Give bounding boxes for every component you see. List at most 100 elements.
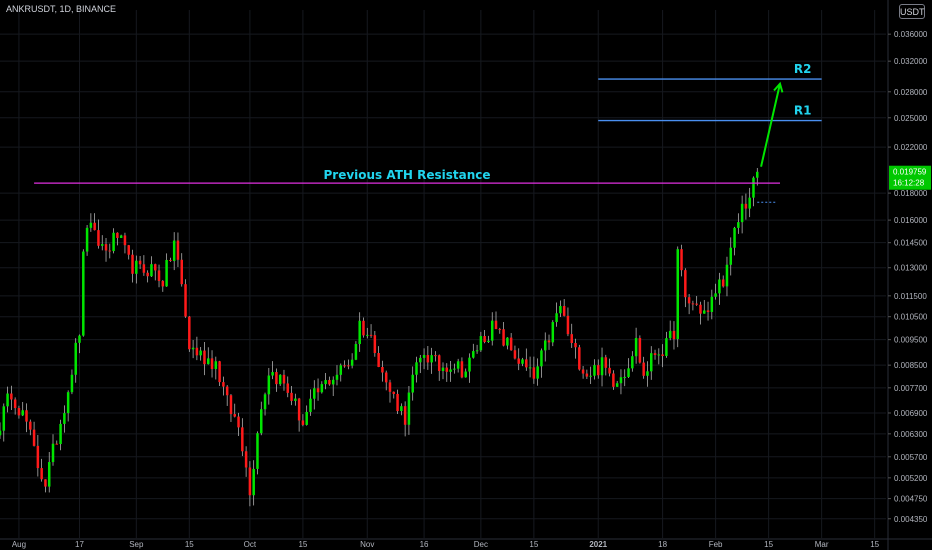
- candle: [127, 244, 130, 260]
- candle: [434, 351, 437, 362]
- candle: [218, 360, 221, 387]
- candle: [487, 335, 490, 343]
- candle: [725, 256, 729, 297]
- candle: [687, 293, 691, 315]
- candle: [275, 368, 278, 392]
- candle: [400, 403, 403, 416]
- candle: [36, 435, 40, 477]
- candle: [248, 461, 252, 507]
- symbol-info: ANKRUSDT, 1D, BINANCE: [6, 4, 117, 14]
- candle: [51, 434, 55, 466]
- candle: [562, 299, 566, 317]
- candle: [195, 336, 199, 361]
- time-tick-label: 2021: [589, 540, 607, 549]
- candle: [422, 348, 426, 370]
- currency-badge[interactable]: USDT: [899, 4, 925, 19]
- candle: [589, 366, 592, 385]
- candle: [29, 419, 32, 436]
- time-tick-label: Oct: [244, 540, 257, 549]
- candle: [468, 353, 471, 383]
- candle: [460, 357, 464, 379]
- candle: [108, 243, 112, 259]
- candle: [366, 327, 369, 339]
- candle: [684, 268, 687, 308]
- candle: [699, 301, 702, 325]
- candle: [222, 376, 225, 396]
- candle: [252, 460, 255, 506]
- price-tick-label: 0.025000: [894, 114, 928, 123]
- ath-resistance-label: Previous ATH Resistance: [323, 168, 490, 182]
- candle: [150, 256, 153, 278]
- candle: [415, 356, 418, 383]
- candle: [453, 363, 456, 374]
- time-axis[interactable]: Aug 17 Sep 15 Oct 15 Nov 16 Dec 15 2021 18 Feb 15 Mar 1…: [0, 538, 932, 549]
- last-price-label: 0.019759 16:12:28: [889, 165, 931, 190]
- candle: [578, 344, 581, 371]
- candle: [116, 232, 119, 246]
- candle: [506, 337, 509, 350]
- candle: [100, 235, 104, 251]
- candle: [706, 301, 710, 321]
- candle: [540, 348, 543, 378]
- candle: [97, 219, 100, 249]
- candle: [729, 237, 733, 276]
- candle: [483, 330, 486, 344]
- candle: [301, 414, 305, 427]
- candle: [297, 397, 301, 432]
- candle: [63, 405, 66, 433]
- chart-grid: [0, 10, 886, 538]
- upward-arrow-icon: [760, 83, 781, 167]
- candle: [2, 403, 6, 442]
- candle: [714, 283, 717, 300]
- candle: [66, 390, 70, 422]
- bar-countdown: 16:12:28: [893, 179, 925, 188]
- price-tick-label: 0.007700: [894, 384, 928, 393]
- candle: [377, 346, 380, 368]
- candle: [241, 418, 244, 457]
- candle: [634, 327, 638, 364]
- candle: [153, 263, 157, 281]
- candle: [498, 327, 502, 334]
- arrow-head-icon: [773, 81, 784, 93]
- candle: [47, 452, 51, 493]
- candle: [316, 378, 320, 401]
- candle: [294, 393, 297, 406]
- candle: [350, 353, 354, 369]
- candle: [411, 366, 414, 401]
- last-price-value: 0.019759: [893, 168, 927, 177]
- candle: [494, 311, 498, 330]
- candle: [638, 335, 642, 364]
- time-tick-label: 15: [185, 540, 194, 549]
- candle: [608, 358, 611, 377]
- candle: [119, 234, 123, 239]
- candle: [536, 358, 539, 386]
- candle: [517, 348, 520, 371]
- candle: [710, 289, 714, 320]
- candle: [335, 365, 339, 386]
- candle: [184, 279, 187, 318]
- candle: [373, 330, 377, 357]
- candle: [721, 275, 725, 288]
- candle: [313, 380, 316, 410]
- candle: [188, 316, 191, 352]
- candle: [718, 272, 721, 305]
- candle: [604, 354, 608, 376]
- candle: [566, 307, 570, 337]
- candle: [282, 369, 286, 391]
- r1-label: R1: [794, 104, 812, 118]
- candle: [672, 321, 676, 350]
- price-tick-label: 0.036000: [894, 30, 928, 39]
- candle: [358, 312, 361, 352]
- price-tick-label: 0.032000: [894, 57, 928, 66]
- candle: [309, 389, 312, 416]
- candle: [612, 370, 615, 390]
- annotations-layer: Previous ATH Resistance R1 R2: [34, 62, 822, 203]
- candle: [138, 256, 142, 270]
- candle: [55, 440, 59, 445]
- price-axis[interactable]: 0.036000 0.032000 0.028000 0.025000 0.022000…: [887, 0, 931, 550]
- candle: [286, 376, 290, 398]
- candle: [256, 431, 259, 475]
- candle: [392, 391, 396, 399]
- candle: [233, 403, 237, 418]
